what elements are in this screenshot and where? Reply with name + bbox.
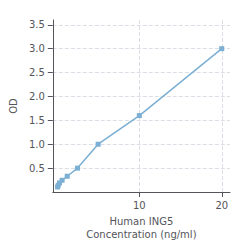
svg-text:3.5: 3.5	[29, 19, 45, 30]
svg-text:Human ING5: Human ING5	[110, 216, 174, 227]
svg-text:2.5: 2.5	[29, 67, 45, 78]
svg-text:OD: OD	[8, 98, 19, 114]
svg-text:2.0: 2.0	[29, 91, 45, 102]
svg-text:1.0: 1.0	[29, 139, 45, 150]
svg-text:Concentration (ng/ml): Concentration (ng/ml)	[86, 229, 196, 240]
svg-text:3.0: 3.0	[29, 43, 45, 54]
svg-text:20: 20	[215, 200, 228, 211]
svg-text:0.5: 0.5	[29, 163, 45, 174]
svg-text:10: 10	[133, 200, 146, 211]
svg-text:1.5: 1.5	[29, 115, 45, 126]
